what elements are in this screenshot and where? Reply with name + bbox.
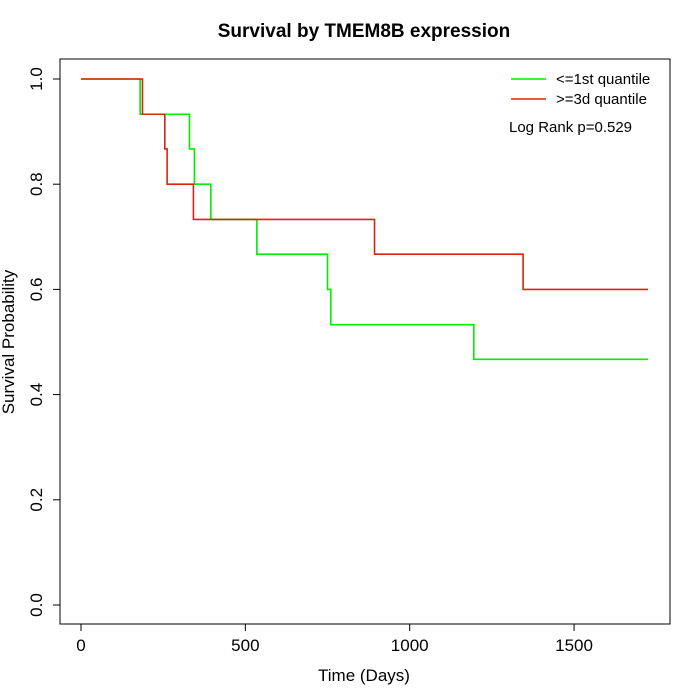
x-tick-label: 0 — [76, 636, 85, 655]
y-tick-label: 0.4 — [27, 383, 46, 407]
series-layer — [81, 78, 648, 361]
x-axis-label: Time (Days) — [318, 666, 410, 685]
y-tick-label: 0.0 — [27, 593, 46, 617]
legend-label: >=3d quantile — [556, 91, 647, 108]
y-tick-label: 0.2 — [27, 488, 46, 512]
log-rank-annotation: Log Rank p=0.529 — [509, 119, 632, 136]
y-tick-label: 1.0 — [27, 67, 46, 91]
y-axis-label: Survival Probability — [0, 269, 18, 414]
series-line-2 — [81, 78, 648, 291]
chart-title: Survival by TMEM8B expression — [218, 21, 511, 42]
legend: <=1st quantile >=3d quantile — [511, 71, 650, 108]
y-tick-label: 0.6 — [27, 278, 46, 302]
x-axis: 0 500 1000 1500 — [76, 623, 593, 655]
y-axis: 0.0 0.2 0.4 0.6 0.8 1.0 — [27, 67, 61, 617]
x-tick-label: 1500 — [555, 636, 593, 655]
plot-frame — [59, 58, 671, 625]
x-tick-label: 500 — [231, 636, 259, 655]
x-tick-label: 1000 — [391, 636, 429, 655]
y-tick-label: 0.8 — [27, 172, 46, 196]
legend-label: <=1st quantile — [556, 71, 650, 88]
